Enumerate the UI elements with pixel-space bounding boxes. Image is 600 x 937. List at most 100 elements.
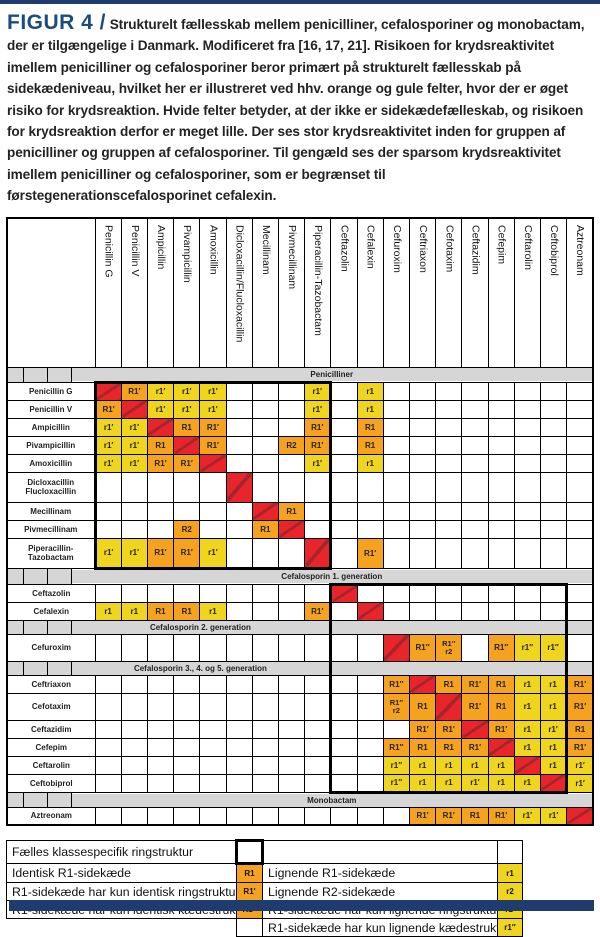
group-band-spacer (22, 791, 48, 808)
row-label: Aztreonam (6, 806, 96, 826)
column-header: Dicloxacillin/Flucloxacillin (225, 217, 253, 368)
row-label: Piperacillin- Tazobactam (6, 537, 96, 569)
matrix-cell (330, 501, 358, 521)
matrix-cell: R1′ (487, 806, 515, 826)
matrix-cell (356, 806, 384, 826)
matrix-cell (382, 501, 410, 521)
diagonal-self-cell (435, 692, 463, 721)
matrix-cell (146, 583, 175, 603)
matrix-cell (304, 674, 332, 694)
matrix-cell: r1 (435, 773, 463, 794)
matrix-cell (330, 417, 358, 437)
matrix-cell (251, 537, 279, 570)
matrix-cell: R1 (146, 601, 175, 621)
matrix-cell (93, 471, 122, 503)
diagonal-self-cell (225, 471, 253, 503)
legend-empty-label (262, 840, 498, 865)
matrix-cell: R1′ (408, 806, 437, 826)
matrix-cell: R2 (277, 435, 306, 455)
column-header: Mecillinam (251, 217, 279, 368)
row-label: Amoxicillin (6, 453, 96, 473)
matrix-cell (277, 773, 306, 793)
matrix-cell (566, 501, 594, 521)
matrix-cell (513, 453, 541, 473)
diagonal-self-cell (173, 435, 201, 455)
column-header-label: Dicloxacillin/Flucloxacillin (233, 224, 246, 342)
matrix-cell (251, 380, 279, 401)
matrix-cell (356, 773, 384, 794)
matrix-cell: R1′ (120, 380, 148, 401)
matrix-cell (330, 519, 358, 539)
row-label: Pivampicillin (6, 435, 96, 455)
matrix-cell (173, 583, 201, 603)
matrix-cell: R1′ (173, 537, 201, 570)
legend-section: Fælles klassespecifik ringstruktur Identi… (0, 839, 600, 937)
matrix-cell (329, 755, 358, 775)
matrix-cell (225, 501, 253, 521)
matrix-cell: R1′ (304, 435, 333, 455)
matrix-cell: r1 (408, 755, 437, 775)
matrix-cell (487, 471, 515, 503)
matrix-cell (199, 692, 227, 721)
matrix-cell (435, 471, 463, 503)
legend-table: Fælles klassespecifik ringstruktur Identi… (6, 839, 523, 937)
matrix-cell (120, 692, 148, 721)
matrix-cell (566, 633, 594, 662)
matrix-cell (225, 537, 253, 570)
group-band-spacer (46, 567, 72, 585)
column-header-label: Penicillin G (102, 224, 115, 278)
matrix-cell (120, 719, 148, 739)
matrix-cell (304, 773, 332, 793)
matrix-cell: R1″ r2 (435, 633, 463, 662)
group-band-spacer (46, 791, 72, 808)
group-band-spacer (46, 366, 72, 383)
legend-right-swatch: r1 (497, 863, 523, 884)
matrix-cell: r1′ (146, 380, 175, 401)
group-band-label: Cefalosporin 2. generation (70, 619, 332, 635)
matrix-cell (435, 501, 463, 521)
legend-right-label: Lignende R1-sidekæde (262, 863, 498, 884)
matrix-cell: r1 (513, 674, 541, 694)
matrix-cell: r1′ (199, 399, 227, 419)
matrix-cell (566, 417, 594, 437)
group-band-spacer (6, 660, 24, 676)
matrix-cell (120, 806, 148, 826)
matrix-cell: r1″ (382, 755, 410, 775)
matrix-cell: r1′ (566, 773, 594, 793)
matrix-cell: r1 (94, 601, 122, 621)
matrix-cell: R1′ (199, 417, 227, 437)
matrix-cell: R1′ (461, 692, 489, 721)
matrix-cell: R1 (173, 417, 201, 437)
column-header-label: Ceftazolin (338, 224, 351, 272)
matrix-cell: R1 (435, 674, 463, 694)
group-band-label: Monobactam (70, 791, 594, 808)
matrix-cell: r1′ (304, 453, 333, 473)
column-header: Cefalexin (356, 217, 384, 368)
matrix-cell (93, 501, 122, 521)
matrix-cell (487, 601, 515, 621)
row-label: Mecillinam (6, 501, 96, 521)
diagonal-self-cell (539, 773, 569, 794)
matrix-cell (277, 737, 306, 757)
row-label: Ceftazidim (6, 719, 96, 739)
diagonal-self-cell (146, 417, 175, 437)
matrix-cell (277, 674, 306, 694)
matrix-cell (461, 453, 489, 473)
matrix-cell (173, 719, 201, 739)
matrix-cell: r1′ (93, 537, 122, 570)
matrix-cell (356, 582, 384, 603)
matrix-cell (513, 601, 541, 621)
matrix-cell (251, 417, 279, 437)
matrix-cell (199, 719, 227, 739)
matrix-cell (513, 537, 541, 569)
matrix-cell: R1″ r2 (382, 692, 410, 721)
column-header: Piperacillin-Tazobactam (304, 217, 332, 368)
group-band-label: Cefalosporin 3., 4. og 5. generation (70, 660, 332, 676)
matrix-cell (120, 519, 148, 539)
matrix-cell (199, 519, 227, 539)
matrix-cell: r1 (199, 601, 227, 621)
matrix-cell (408, 471, 437, 503)
matrix-cell (461, 582, 489, 603)
matrix-cell: r1 (487, 755, 515, 775)
column-header-label: Piperacillin-Tazobactam (312, 224, 325, 336)
